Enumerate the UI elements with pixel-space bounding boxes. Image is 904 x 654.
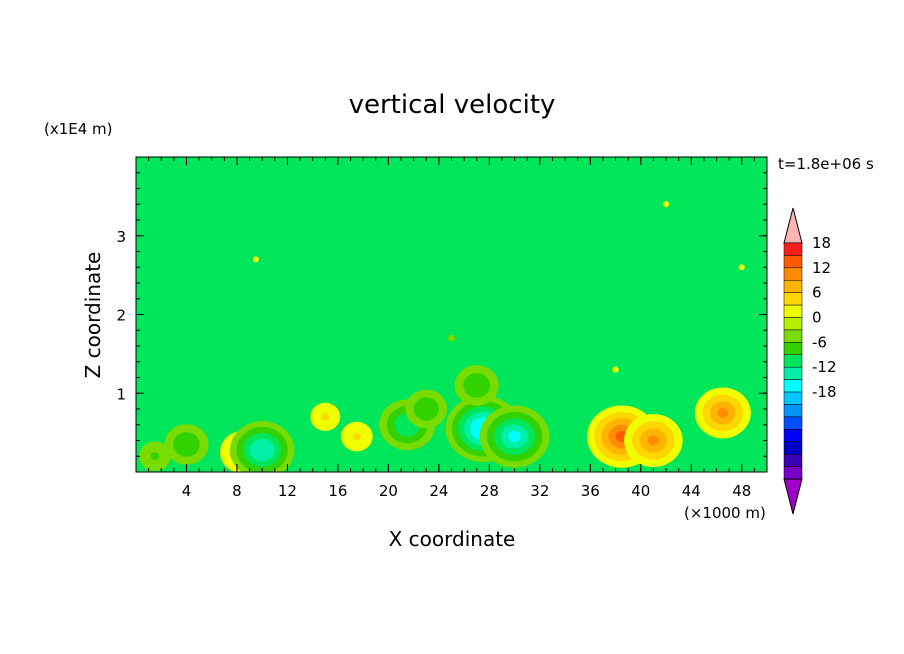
contour-feature bbox=[139, 441, 171, 472]
y-tick-label: 1 bbox=[116, 385, 126, 403]
contour-level bbox=[663, 201, 670, 208]
colorbar-tick-label: 0 bbox=[812, 309, 822, 327]
contour-feature bbox=[164, 424, 209, 465]
x-tick-label: 16 bbox=[328, 482, 347, 500]
time-label: t=1.8e+06 s bbox=[778, 155, 874, 173]
contour-level bbox=[612, 366, 619, 373]
colorbar-band bbox=[783, 342, 803, 356]
contour-feature bbox=[252, 256, 259, 263]
contour-level bbox=[181, 440, 192, 449]
colorbar-band bbox=[783, 329, 803, 343]
colorbar-min-arrow bbox=[783, 478, 803, 515]
x-tick-label: 12 bbox=[278, 482, 297, 500]
contour-level bbox=[421, 404, 431, 414]
x-axis: 4 8 12 16 20 24 28 32 36 40 44 48 bbox=[148, 157, 755, 500]
colorbar-tick-label: -6 bbox=[812, 333, 827, 351]
colorbar-band bbox=[783, 242, 803, 256]
x-tick-label: 24 bbox=[429, 482, 448, 500]
colorbar-band bbox=[783, 404, 803, 418]
colorbar-band bbox=[783, 466, 803, 480]
y-axis-label: Z coordinate bbox=[81, 252, 105, 379]
contour-feature bbox=[694, 387, 751, 439]
colorbar-tick-label: -12 bbox=[812, 358, 837, 376]
contour-feature bbox=[454, 365, 499, 406]
colorbar-band bbox=[783, 317, 803, 331]
contour-level bbox=[738, 264, 745, 271]
colorbar-band bbox=[783, 416, 803, 430]
y-unit-label: (x1E4 m) bbox=[44, 120, 113, 138]
contour-level bbox=[352, 432, 361, 441]
colorbar-tick-label: 12 bbox=[812, 259, 831, 277]
contour-feature bbox=[230, 420, 295, 472]
colorbar-band bbox=[783, 304, 803, 318]
x-tick-label: 40 bbox=[631, 482, 650, 500]
x-tick-label: 4 bbox=[182, 482, 192, 500]
x-tick-label: 8 bbox=[232, 482, 242, 500]
contour-level bbox=[150, 452, 160, 461]
contour-feature bbox=[738, 264, 745, 271]
contour-level bbox=[508, 430, 521, 443]
colorbar-band bbox=[783, 366, 803, 380]
colorbar-band bbox=[783, 379, 803, 393]
x-axis-label: X coordinate bbox=[389, 527, 516, 551]
contour-level bbox=[647, 435, 659, 446]
contour-feature bbox=[405, 389, 448, 429]
chart-title: vertical velocity bbox=[349, 90, 556, 120]
colorbar-band bbox=[783, 453, 803, 467]
colorbar-band bbox=[783, 354, 803, 368]
colorbar-band bbox=[783, 441, 803, 455]
colorbar-band bbox=[783, 255, 803, 269]
colorbar-band bbox=[783, 267, 803, 281]
y-axis: 1 2 3 bbox=[116, 172, 767, 457]
contour-level bbox=[472, 381, 482, 390]
colorbar-tick-label: 6 bbox=[812, 284, 822, 302]
contour-level bbox=[401, 419, 413, 430]
x-tick-label: 32 bbox=[530, 482, 549, 500]
x-tick-label: 36 bbox=[581, 482, 600, 500]
x-tick-label: 28 bbox=[480, 482, 499, 500]
colorbar-band bbox=[783, 280, 803, 293]
colorbar-tick-label: 18 bbox=[812, 234, 831, 252]
contour-feature bbox=[310, 402, 341, 431]
colorbar-band bbox=[783, 391, 803, 405]
contour-feature bbox=[340, 421, 373, 452]
colorbar-tick-label: -18 bbox=[812, 383, 837, 401]
contour-level bbox=[256, 444, 269, 456]
colorbar-band bbox=[783, 429, 803, 442]
contour-field bbox=[139, 201, 751, 472]
contour-level bbox=[252, 256, 259, 263]
y-tick-label: 3 bbox=[116, 228, 126, 246]
contour-level bbox=[448, 334, 455, 342]
x-tick-label: 48 bbox=[732, 482, 751, 500]
x-unit-label: (×1000 m) bbox=[684, 504, 766, 522]
colorbar: 18 12 6 0 -6 -12 -18 bbox=[783, 207, 837, 515]
contour-feature bbox=[663, 201, 670, 208]
contour-feature bbox=[612, 366, 619, 373]
colorbar-band bbox=[783, 292, 803, 306]
colorbar-max-arrow bbox=[783, 207, 803, 244]
x-tick-label: 44 bbox=[682, 482, 701, 500]
x-tick-label: 20 bbox=[379, 482, 398, 500]
contour-feature bbox=[448, 334, 455, 342]
contour-level bbox=[717, 408, 729, 418]
y-tick-label: 2 bbox=[116, 307, 126, 325]
contour-level bbox=[321, 413, 330, 421]
contour-feature bbox=[624, 414, 683, 467]
contour-feature bbox=[479, 405, 550, 468]
